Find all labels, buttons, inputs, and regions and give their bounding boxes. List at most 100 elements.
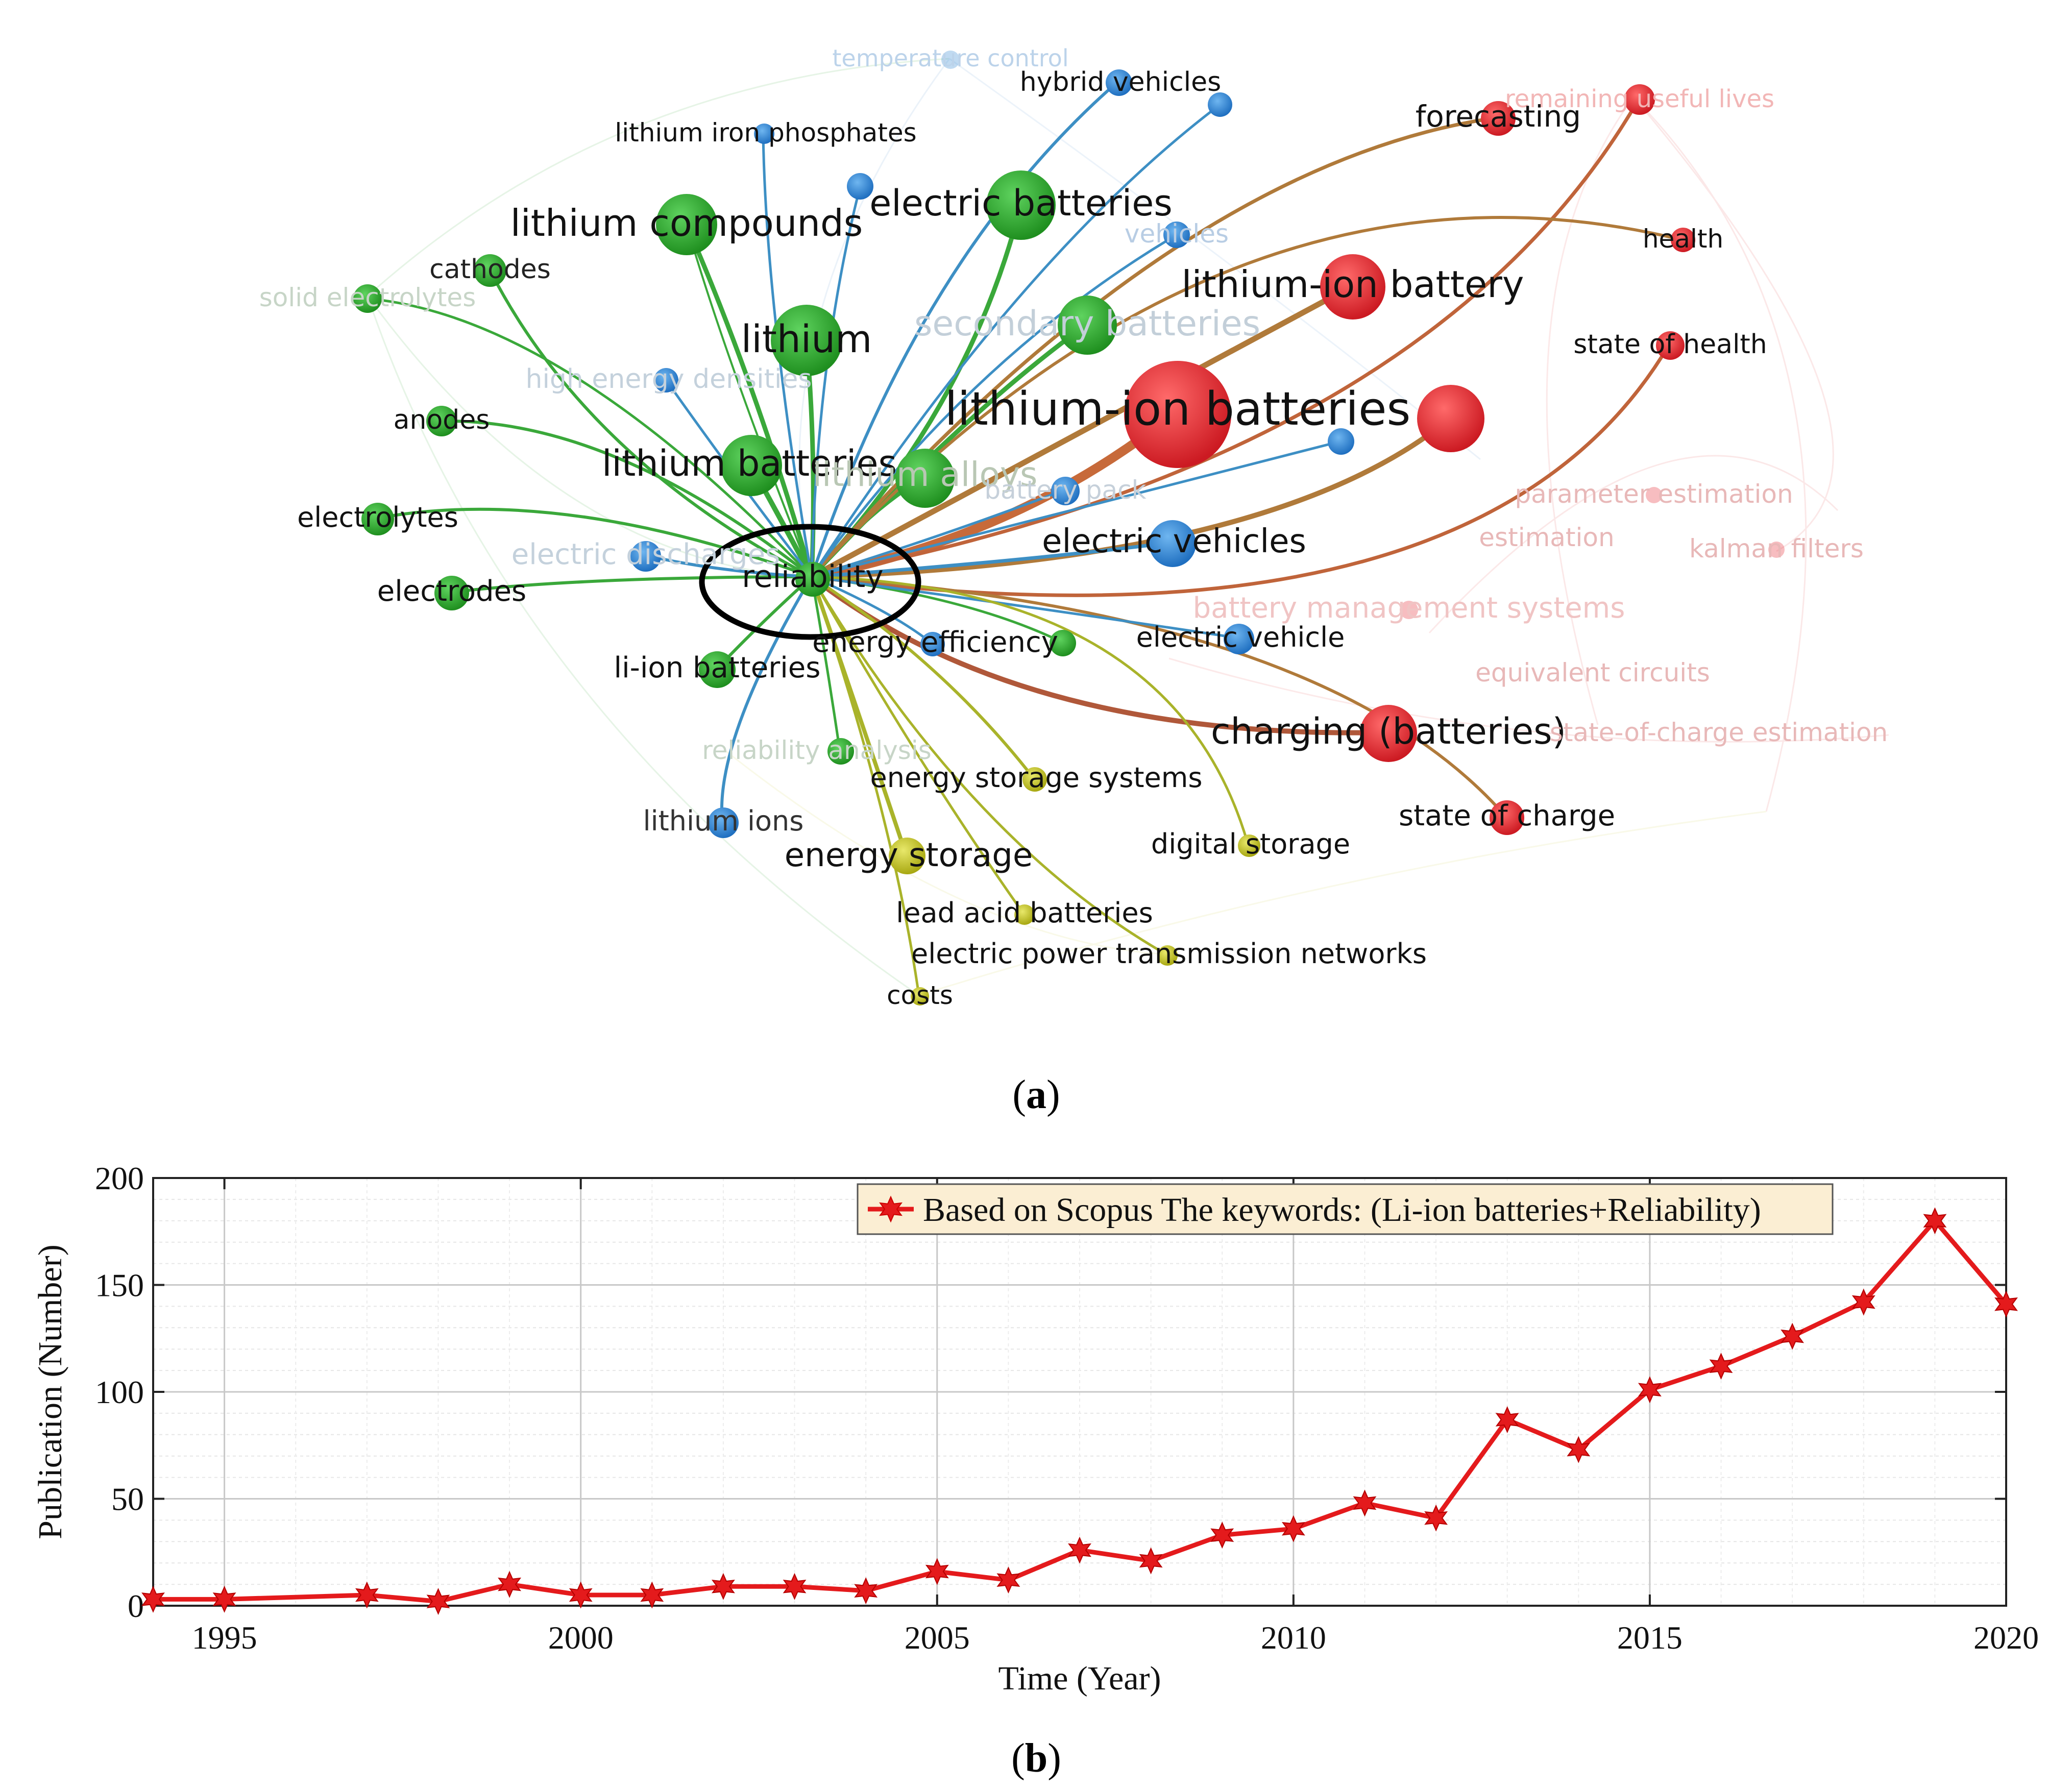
- label-anodes: anodes: [394, 405, 490, 435]
- label-state-of-health: state of health: [1573, 329, 1767, 360]
- node-vehicles: [1163, 222, 1190, 248]
- legend-entry-text: Based on Scopus The keywords: (Li-ion ba…: [923, 1191, 1761, 1229]
- data-point-marker: [569, 1581, 593, 1609]
- label-charging-batteries: charging (batteries): [1211, 710, 1566, 752]
- node-reliability: [795, 562, 830, 597]
- node-charging-batteries: [1360, 705, 1417, 762]
- label-equivalent-circuits: equivalent circuits: [1475, 658, 1710, 688]
- publication-line-chart: 0 50 100 150 200 1995 2000 2005 2010 2015 2020 Tim…: [32, 1160, 2039, 1697]
- x-tick-label: 2000: [548, 1620, 614, 1656]
- data-point-marker: [925, 1558, 949, 1585]
- node-digital-storage: [1238, 835, 1260, 857]
- label-state-of-charge-estimation: state-of-charge estimation: [1550, 718, 1888, 747]
- label-electric-vehicle: electric vehicle: [1136, 621, 1345, 653]
- background-link-web: [367, 58, 1889, 996]
- node-energy-efficiency: [920, 632, 945, 656]
- node-kalman-filters: [1768, 542, 1785, 558]
- label-lead-acid-batteries: lead acid batteries: [896, 897, 1153, 929]
- x-tick-label: 2020: [1973, 1620, 2039, 1656]
- label-solid-electrolytes: solid electrolytes: [259, 283, 476, 312]
- data-point-marker: [1994, 1290, 2018, 1318]
- link-electric-vehicle: [810, 575, 1239, 640]
- chart-series: [141, 1207, 2018, 1615]
- panel-b-label: (b): [1011, 1736, 1061, 1781]
- link-electric-vehicles: [810, 541, 1174, 579]
- node-electric-vehicle: [1224, 624, 1254, 654]
- label-energy-storage: energy storage: [785, 837, 1033, 874]
- label-costs: costs: [887, 980, 953, 1010]
- label-health: health: [1643, 224, 1723, 254]
- label-secondary-batteries: secondary batteries: [914, 304, 1260, 344]
- label-reliability-analysis: reliability analysis: [702, 735, 932, 765]
- link-electrolytes: [376, 507, 813, 578]
- node-forecasting: [1481, 101, 1516, 136]
- x-tick-label: 1995: [192, 1620, 257, 1656]
- label-lithium-ions: lithium ions: [643, 805, 804, 837]
- link-electric-discharges: [644, 554, 813, 578]
- node-health: [1671, 228, 1695, 252]
- label-hybrid-vehicles: hybrid vehicles: [1020, 67, 1221, 97]
- link-electrodes: [450, 575, 813, 594]
- data-point-marker: [426, 1588, 450, 1615]
- node-hybrid-vehicles-2: [1208, 92, 1232, 117]
- node-energy-storage-systems: [1022, 767, 1047, 792]
- data-point-marker: [1139, 1547, 1163, 1575]
- x-tick-label: 2015: [1617, 1620, 1683, 1656]
- link-red-big: [809, 416, 1452, 579]
- node-energy-storage: [889, 838, 925, 874]
- node-reliability-analysis: [827, 738, 854, 765]
- node-high-energy-densities: [654, 368, 678, 392]
- node-remaining-useful-lives: [1624, 84, 1655, 115]
- data-point-marker: [355, 1581, 379, 1609]
- data-point-marker: [1851, 1288, 1875, 1316]
- node-lithium-ion-batteries: [1124, 361, 1231, 468]
- data-point-marker: [640, 1581, 664, 1609]
- label-battery-management-systems: battery management systems: [1193, 592, 1625, 625]
- node-blue-small: [847, 173, 873, 200]
- node-secondary-batteries: [1058, 296, 1117, 355]
- data-point-marker: [1709, 1353, 1733, 1380]
- label-lithium-iron-phosphates: lithium iron phosphates: [615, 118, 916, 148]
- label-electric-batteries: electric batteries: [869, 182, 1173, 224]
- node-parameter-estimation: [1646, 487, 1662, 503]
- data-point-marker: [1353, 1489, 1377, 1517]
- label-estimation: estimation: [1479, 523, 1614, 552]
- link-transmission: [810, 575, 1168, 956]
- node-transmission-networks: [1157, 945, 1178, 966]
- x-axis-label: Time (Year): [998, 1660, 1161, 1697]
- node-lithium-ion-battery: [1320, 254, 1385, 320]
- label-electric-vehicles: electric vehicles: [1042, 523, 1306, 560]
- node-state-of-health: [1656, 331, 1685, 360]
- link-cathodes: [489, 269, 813, 578]
- link-vehicles: [810, 233, 1178, 578]
- node-battery-pack: [1051, 477, 1080, 505]
- data-point-marker: [498, 1571, 522, 1598]
- node-lithium-alloys: [895, 449, 955, 508]
- series-line: [153, 1218, 2008, 1604]
- data-point-marker: [1210, 1522, 1234, 1549]
- link-battery-pack: [810, 488, 1066, 578]
- label-reliability: reliability: [742, 559, 884, 595]
- link-lithium-ion-battery: [809, 283, 1356, 580]
- node-solid-electrolytes: [353, 284, 382, 313]
- node-cathodes: [474, 254, 506, 287]
- node-anodes: [426, 406, 457, 436]
- panel-a-label: (a): [1012, 1072, 1060, 1117]
- node-electrolytes: [361, 503, 394, 535]
- label-high-energy-densities: high energy densities: [525, 364, 812, 395]
- node-labels: temperature control hybrid vehicles rema…: [259, 44, 1888, 1010]
- link-lithium-ions: [720, 575, 813, 823]
- link-costs: [810, 575, 920, 997]
- label-energy-storage-systems: energy storage systems: [870, 762, 1203, 794]
- data-point-marker: [1281, 1515, 1305, 1542]
- data-point-marker: [1638, 1376, 1662, 1404]
- y-tick-label: 0: [128, 1588, 144, 1624]
- link-solid-electrolytes: [366, 297, 813, 578]
- data-point-marker: [1567, 1436, 1591, 1463]
- data-point-marker: [212, 1585, 236, 1613]
- link-lithium-compounds: [684, 222, 814, 579]
- link-hybrid-vehicles-2: [810, 103, 1222, 578]
- data-point-marker: [1495, 1406, 1519, 1433]
- data-point-marker: [711, 1573, 735, 1600]
- y-tick-label: 50: [111, 1481, 144, 1517]
